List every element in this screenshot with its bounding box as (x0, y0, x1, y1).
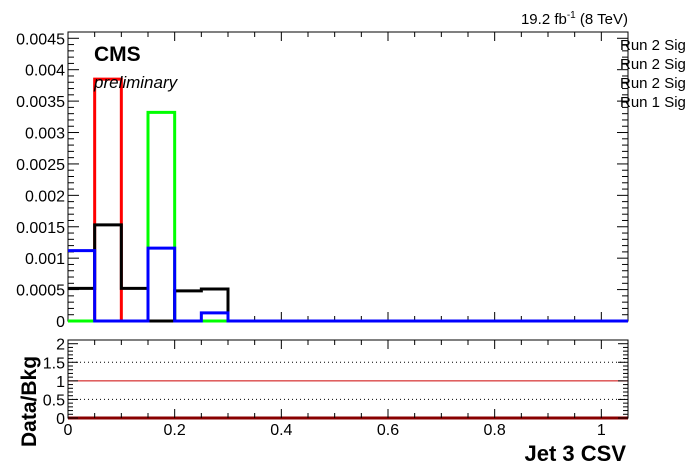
x-tick-label: 1 (597, 422, 606, 439)
top-y-tick-label: 0.0015 (16, 220, 65, 237)
histogram-series-4 (68, 246, 628, 323)
x-tick-label: 0.8 (484, 422, 506, 439)
x-tick-label: 0.4 (270, 422, 292, 439)
ratio-plot-frame (67, 339, 629, 419)
ratio-tick-labels: 00.511.520 0.2 0.4 0.6 0.8 1 (43, 337, 606, 439)
x-tick-label: 0.2 (164, 422, 186, 439)
ratio-y-tick-label: 1 (56, 374, 65, 391)
histogram-series-1 (68, 77, 628, 323)
ratio-y-axis-label: Data/Bkg (18, 356, 41, 447)
top-y-tick-labels: 0 0.0005 0.001 0.0015 0.002 0.0025 0.003 0.0035… (16, 31, 65, 331)
top-y-tick-label: 0.004 (25, 63, 65, 80)
legend-entry-1: Run 2 Sig (620, 37, 686, 54)
top-axis-ticks (67, 31, 629, 322)
ratio-y-tick-label: 2 (56, 337, 65, 354)
ratio-y-tick-label: 0 (56, 411, 65, 428)
legend-entry-2: Run 2 Sig (620, 56, 686, 73)
cms-label: CMS (94, 43, 141, 66)
preliminary-label: preliminary (93, 73, 179, 92)
x-tick-label: 0 (64, 422, 73, 439)
legend: Run 2 Sig Run 2 Sig Run 2 Sig Run 1 Sig (620, 37, 686, 111)
x-axis-label: Jet 3 CSV (525, 441, 627, 466)
x-tick-label: 0.6 (377, 422, 399, 439)
legend-entry-3: Run 2 Sig (620, 75, 686, 92)
histogram-series-2 (68, 110, 628, 323)
luminosity-label: 19.2 fb-1 (8 TeV) (521, 10, 628, 28)
top-y-tick-label: 0.0035 (16, 94, 65, 111)
top-y-tick-label: 0.001 (25, 251, 65, 268)
top-y-tick-label: 0.0005 (16, 283, 65, 300)
top-y-tick-label: 0.002 (25, 188, 65, 205)
histogram-series-3 (68, 223, 628, 323)
top-histograms (68, 77, 628, 323)
top-y-tick-label: 0.003 (25, 126, 65, 143)
top-y-tick-label: 0.0045 (16, 31, 65, 48)
ratio-plot-content (67, 340, 629, 420)
ratio-y-tick-label: 1.5 (43, 355, 65, 372)
top-y-tick-label: 0 (56, 314, 65, 331)
ratio-y-tick-label: 0.5 (43, 392, 65, 409)
legend-entry-4: Run 1 Sig (620, 94, 686, 111)
top-y-tick-label: 0.0025 (16, 157, 65, 174)
